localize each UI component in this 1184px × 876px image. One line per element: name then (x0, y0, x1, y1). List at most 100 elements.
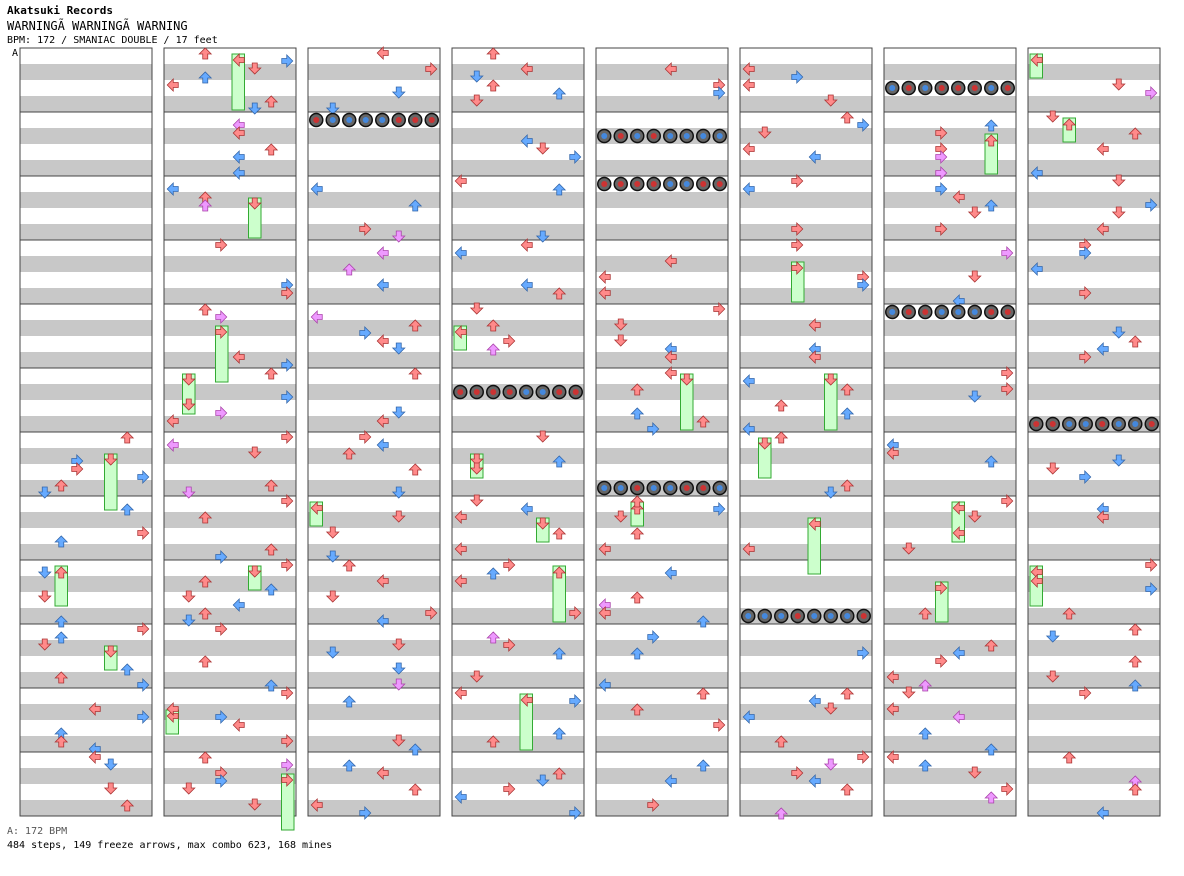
step-arrow (857, 278, 870, 292)
step-arrow (486, 319, 501, 332)
beat-stripe (1028, 288, 1160, 304)
step-arrow (486, 343, 501, 356)
beat-stripe (596, 192, 728, 208)
mine-core (556, 389, 563, 395)
mine-core (601, 181, 608, 187)
beat-stripe (596, 672, 728, 688)
step-arrow (232, 598, 245, 612)
step-arrow (808, 517, 821, 531)
step-arrow (901, 542, 916, 555)
beat-stripe (1028, 480, 1160, 496)
step-arrow (181, 590, 196, 603)
step-arrow (215, 325, 228, 339)
mine-core (745, 613, 752, 619)
mine-core (539, 389, 546, 395)
beat-stripe (452, 800, 584, 816)
beat-stripe (308, 672, 440, 688)
beat-stripe (164, 128, 296, 144)
step-arrow (935, 166, 948, 180)
step-arrow (984, 743, 999, 756)
step-arrow (967, 766, 982, 779)
beat-stripe (1028, 384, 1160, 400)
step-arrow (552, 287, 567, 300)
beat-stripe (20, 672, 152, 688)
step-arrow (935, 126, 948, 140)
step-arrow (166, 78, 179, 92)
step-arrow (54, 727, 69, 740)
step-arrow (376, 414, 389, 428)
beat-stripe (164, 736, 296, 752)
mine-core (1004, 309, 1011, 315)
step-arrow (469, 70, 484, 83)
beat-stripe (452, 288, 584, 304)
beat-stripe (740, 480, 872, 496)
beat-stripe (20, 192, 152, 208)
step-arrow (1079, 238, 1092, 252)
column-frame (883, 47, 1017, 817)
freeze-arrow (519, 693, 533, 751)
step-arrow (469, 494, 484, 507)
beat-stripe (740, 768, 872, 784)
beat-stripe (308, 160, 440, 176)
beat-stripe (740, 128, 872, 144)
step-arrow (264, 367, 279, 380)
step-arrow (630, 591, 645, 604)
beat-stripe (20, 384, 152, 400)
step-arrow (774, 399, 789, 412)
mine-core (634, 181, 641, 187)
step-arrow (520, 62, 533, 76)
step-arrow (408, 199, 423, 212)
step-arrow (613, 318, 628, 331)
mine-core (634, 133, 641, 139)
beat-stripe (20, 704, 152, 720)
step-arrow (103, 645, 118, 658)
beat-stripe (20, 576, 152, 592)
step-arrow (1145, 582, 1158, 596)
step-arrow (408, 463, 423, 476)
step-arrow (198, 191, 213, 204)
step-arrow (166, 414, 179, 428)
mine-core (971, 309, 978, 315)
step-arrow (215, 622, 228, 636)
step-arrow (1128, 127, 1143, 140)
mine-core (889, 85, 896, 91)
step-arrow (325, 646, 340, 659)
step-arrow (376, 574, 389, 588)
step-arrow (469, 94, 484, 107)
mine-core (700, 181, 707, 187)
beat-stripe (308, 768, 440, 784)
step-arrow (967, 206, 982, 219)
step-arrow (281, 758, 294, 772)
step-arrow (486, 79, 501, 92)
step-arrow (391, 662, 406, 675)
mine-core (572, 389, 579, 395)
step-arrow (742, 182, 755, 196)
step-arrow (166, 709, 179, 723)
beat-stripe (596, 544, 728, 560)
step-arrow (520, 278, 533, 292)
step-arrow (215, 310, 228, 324)
step-arrow (376, 334, 389, 348)
beat-stripe (164, 160, 296, 176)
mine-core (827, 613, 834, 619)
step-arrow (503, 782, 516, 796)
step-arrow (198, 199, 213, 212)
mine-core (683, 485, 690, 491)
step-arrow (791, 261, 804, 275)
step-arrow (181, 373, 196, 386)
beat-stripe (884, 672, 1016, 688)
step-arrow (886, 702, 899, 716)
step-arrow (137, 622, 150, 636)
freeze-arrow (791, 261, 805, 303)
step-arrow (1030, 565, 1043, 579)
beat-stripe (596, 416, 728, 432)
step-arrow (215, 238, 228, 252)
freeze-arrow (552, 565, 566, 623)
step-arrow (774, 807, 789, 820)
beat-stripe (740, 800, 872, 816)
beat-stripe (164, 320, 296, 336)
beat-stripe (308, 288, 440, 304)
beat-stripe (740, 512, 872, 528)
step-arrow (454, 174, 467, 188)
step-arrow (823, 758, 838, 771)
